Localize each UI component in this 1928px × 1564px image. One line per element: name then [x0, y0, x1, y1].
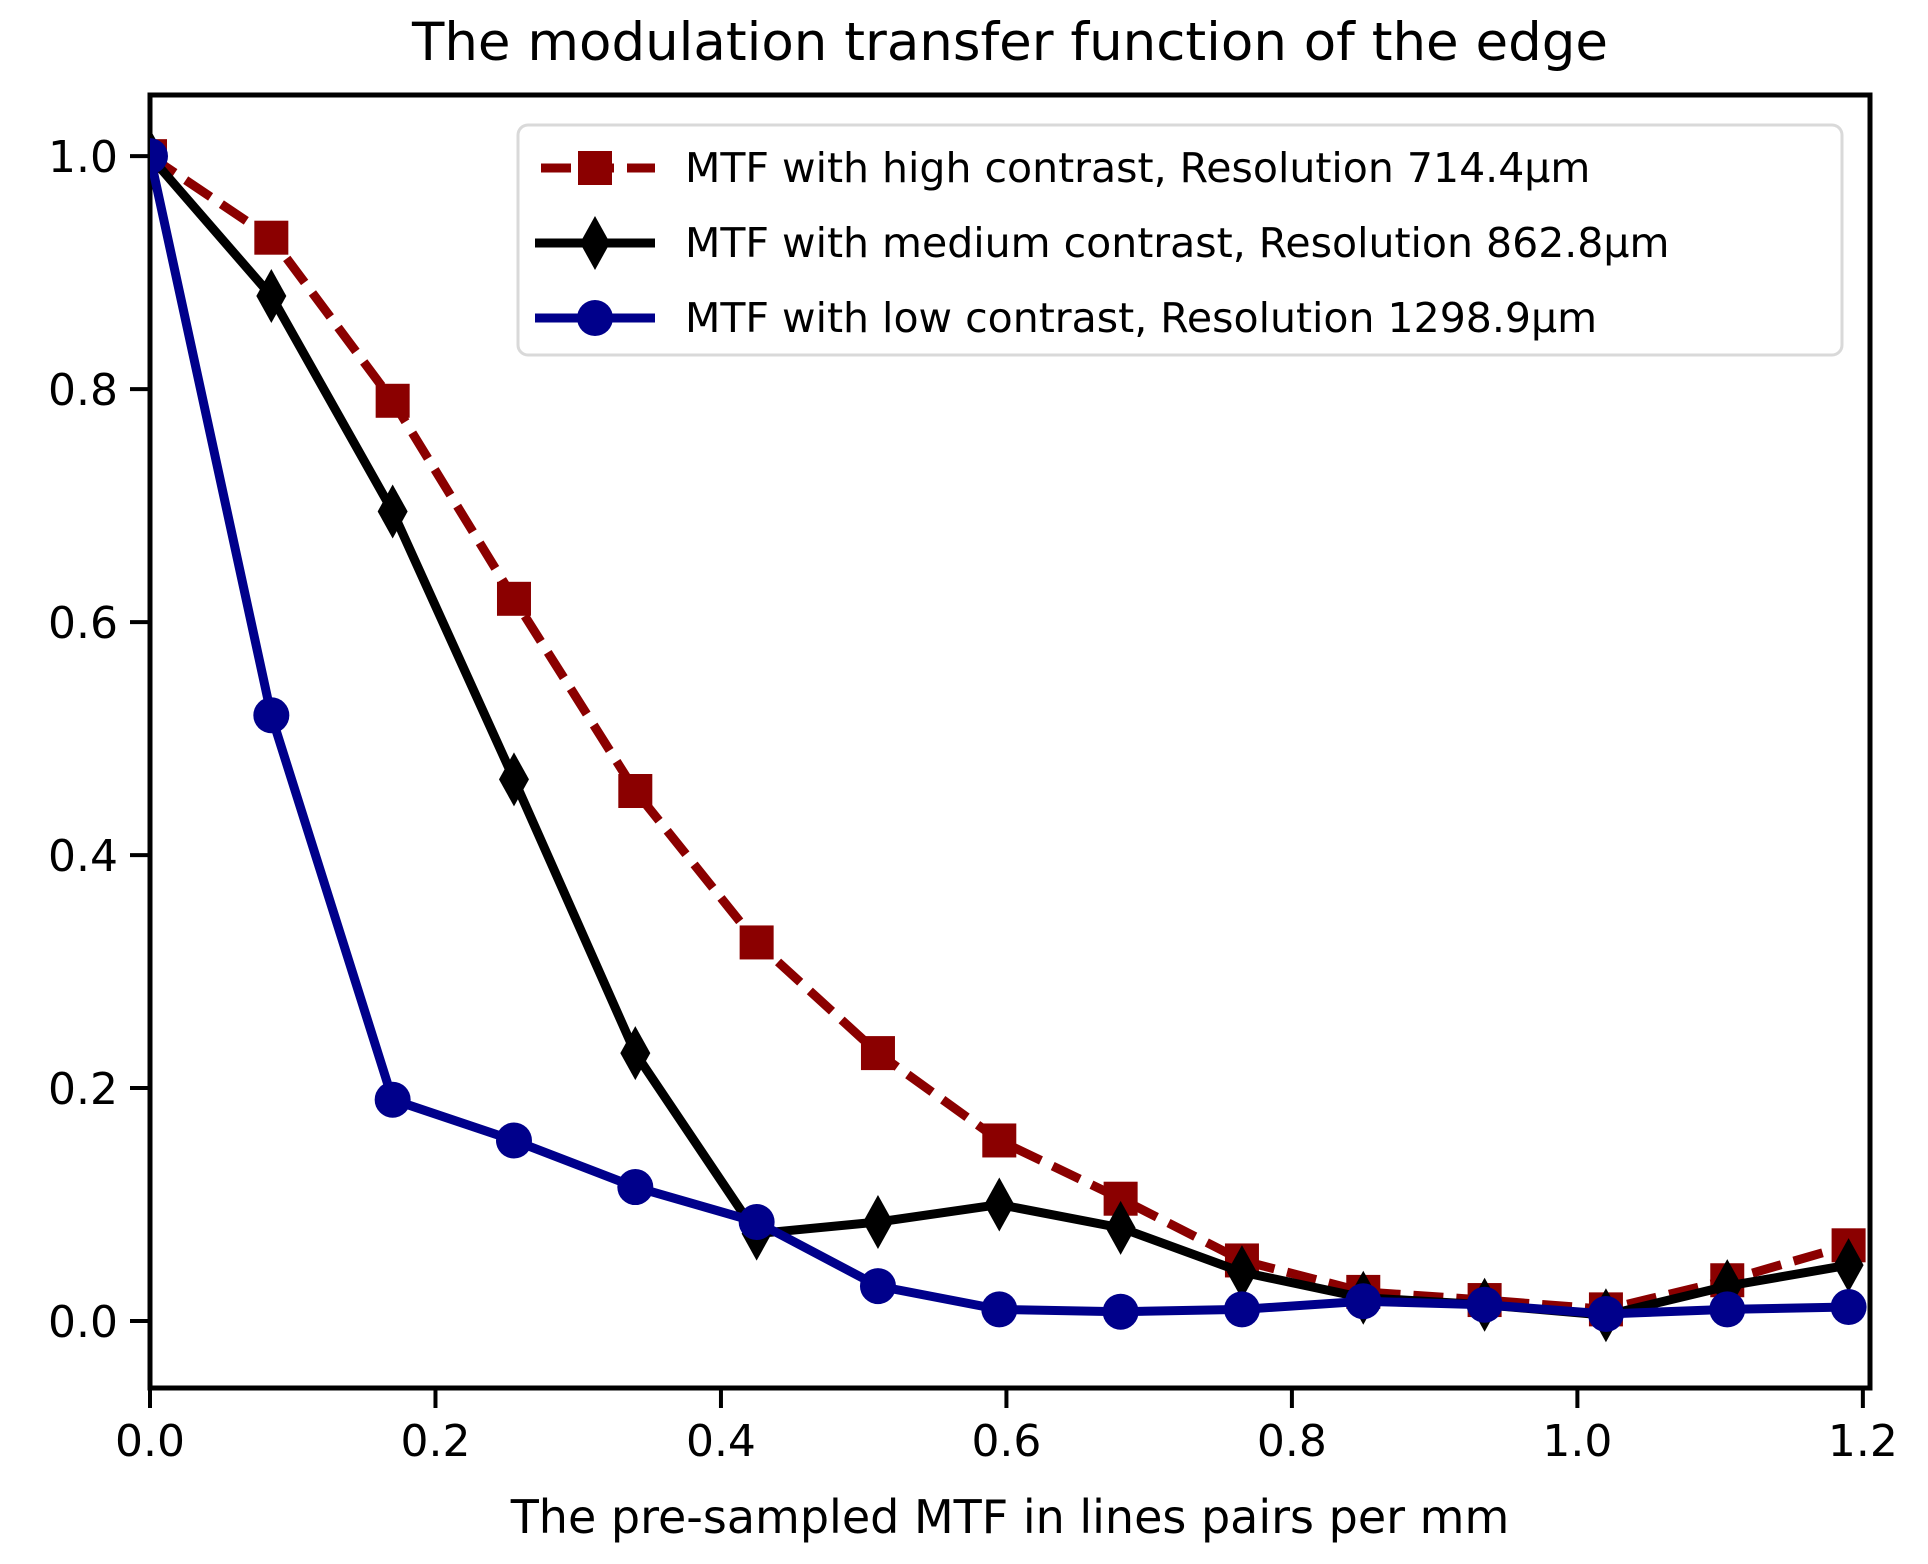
data-point-marker — [1102, 1293, 1139, 1330]
legend-marker-thin-diamond-icon — [580, 216, 610, 270]
data-point-marker — [982, 1123, 1017, 1158]
legend-entry-label: MTF with medium contrast, Resolution 862… — [685, 219, 1669, 267]
x-tick-label: 0.6 — [971, 1416, 1041, 1467]
data-point-marker — [859, 1268, 896, 1305]
data-point-marker — [1345, 1283, 1382, 1320]
data-point-marker — [617, 1169, 654, 1206]
data-point-marker — [862, 1195, 893, 1250]
data-point-marker — [1105, 1200, 1136, 1255]
data-series — [150, 129, 1867, 1343]
data-point-marker — [254, 220, 289, 255]
data-point-marker — [1833, 1238, 1864, 1293]
data-point-marker — [984, 1177, 1015, 1232]
data-point-marker — [253, 697, 290, 734]
y-tick-label: 0.0 — [48, 1297, 118, 1348]
data-point-marker — [738, 1204, 775, 1241]
legend-marker-square-icon — [578, 151, 612, 185]
x-tick-label: 0.2 — [400, 1416, 470, 1467]
y-tick-label: 0.8 — [48, 365, 118, 416]
legend-entry-label: MTF with high contrast, Resolution 714.4… — [685, 144, 1590, 192]
x-tick-label: 1.0 — [1542, 1416, 1612, 1467]
data-point-marker — [150, 138, 168, 175]
data-point-marker — [495, 1122, 532, 1159]
data-point-marker — [860, 1036, 895, 1071]
x-tick-label: 0.8 — [1257, 1416, 1327, 1467]
y-tick-label: 0.4 — [48, 831, 118, 882]
data-point-marker — [375, 383, 410, 418]
legend-frame — [516, 123, 1844, 357]
x-tick-label: 0.4 — [686, 1416, 756, 1467]
y-tick-label: 0.2 — [48, 1064, 118, 1115]
data-point-marker — [256, 268, 287, 323]
x-tick-label: 1.2 — [1828, 1416, 1898, 1467]
axis-ticks: 0.0 0.2 0.4 0.6 0.8 1.0 1.2 0.0 0.2 0.4 0.6 0.8 1.0 — [48, 132, 1898, 1467]
data-point-marker — [1709, 1291, 1746, 1328]
y-tick-label: 0.6 — [48, 598, 118, 649]
data-point-marker — [981, 1291, 1018, 1328]
data-point-marker — [1587, 1296, 1624, 1333]
data-point-marker — [498, 752, 529, 807]
y-tick-label: 1.0 — [48, 132, 118, 183]
plot-frame — [147, 92, 1873, 1391]
data-point-marker — [1466, 1286, 1503, 1323]
data-point-marker — [1226, 1245, 1257, 1300]
data-point-marker — [1830, 1289, 1867, 1326]
data-point-marker — [374, 1081, 411, 1118]
legend-marker-circle-icon — [577, 300, 613, 336]
data-point-marker — [377, 484, 408, 539]
data-point-marker — [618, 774, 653, 809]
data-point-marker — [496, 581, 531, 616]
legend: MTF with high contrast, Resolution 714.4… — [516, 123, 1844, 357]
data-point-marker — [620, 1026, 651, 1081]
x-tick-label: 0.0 — [115, 1416, 185, 1467]
data-point-marker — [1223, 1291, 1260, 1328]
chart-title: The modulation transfer function of the … — [411, 12, 1608, 73]
x-axis-label: The pre-sampled MTF in lines pairs per m… — [510, 1490, 1510, 1544]
legend-entry-label: MTF with low contrast, Resolution 1298.9… — [685, 294, 1597, 342]
data-point-marker — [739, 925, 774, 960]
